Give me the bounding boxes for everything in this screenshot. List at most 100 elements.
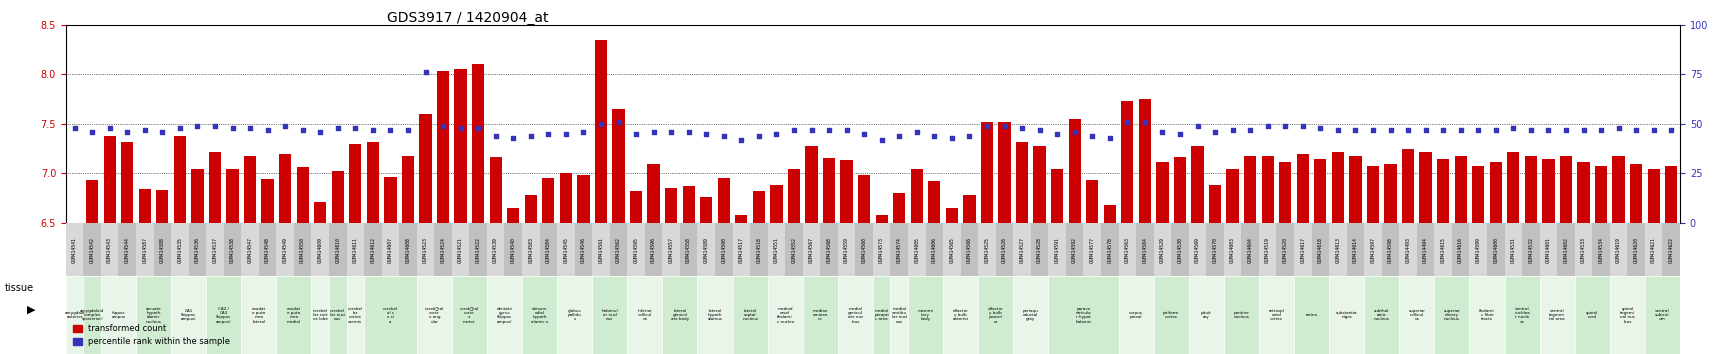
Bar	[662, 276, 698, 354]
Bar	[681, 223, 698, 276]
Point	[1587, 127, 1614, 133]
Text: GSM414612: GSM414612	[371, 236, 376, 263]
Point	[1377, 127, 1405, 133]
Bar	[1259, 223, 1276, 276]
Text: substantia
nigra: substantia nigra	[1335, 311, 1358, 319]
Point	[885, 133, 913, 139]
Text: GSM414520: GSM414520	[1283, 236, 1289, 263]
Point	[1623, 127, 1651, 133]
Text: GSM414598: GSM414598	[1387, 236, 1393, 263]
Point	[1569, 127, 1597, 133]
Bar	[894, 193, 906, 223]
Text: arcuate
hypoth
alamic
nucleus: arcuate hypoth alamic nucleus	[145, 307, 161, 324]
Point	[1060, 129, 1088, 135]
Bar	[979, 223, 996, 276]
Point	[289, 127, 317, 133]
Text: piriform
cortex: piriform cortex	[1162, 311, 1179, 319]
Bar	[402, 156, 414, 223]
Bar	[1154, 223, 1171, 276]
Point	[798, 127, 826, 133]
Bar	[1420, 152, 1432, 223]
Bar	[137, 276, 171, 354]
Text: GSM414526: GSM414526	[1003, 236, 1006, 263]
Bar	[1645, 223, 1663, 276]
Text: GSM414611: GSM414611	[353, 236, 359, 263]
Text: cerebel
lar cort
ex lobe: cerebel lar cort ex lobe	[313, 309, 327, 321]
Bar	[613, 109, 625, 223]
Text: caudat
e puta
men
lateral: caudat e puta men lateral	[251, 307, 267, 324]
Text: spinal
trigemi
nal nuc
leus: spinal trigemi nal nuc leus	[1619, 307, 1635, 324]
Bar	[1294, 223, 1311, 276]
Bar	[244, 156, 256, 223]
Point	[570, 129, 598, 135]
Text: GSM414587: GSM414587	[142, 236, 147, 263]
Text: GSM414562: GSM414562	[617, 236, 622, 263]
Bar	[1225, 276, 1259, 354]
Text: GSM414531: GSM414531	[1510, 236, 1516, 263]
Text: GSM414494: GSM414494	[1424, 236, 1429, 263]
Bar	[1154, 276, 1188, 354]
Point	[324, 125, 352, 131]
Bar	[1347, 223, 1365, 276]
Bar	[1540, 276, 1574, 354]
Text: mediod
orsal
thalami
c nucleu: mediod orsal thalami c nucleu	[776, 307, 793, 324]
Text: GSM414519: GSM414519	[1264, 236, 1270, 263]
Bar	[1192, 146, 1204, 223]
Text: cerebel
lar nuci
eus: cerebel lar nuci eus	[331, 309, 345, 321]
Text: thalami
c fiber
tracts: thalami c fiber tracts	[1479, 309, 1495, 321]
Bar	[296, 166, 308, 223]
Bar	[821, 223, 838, 276]
Bar	[156, 190, 168, 223]
Text: GSM414621: GSM414621	[1651, 236, 1656, 263]
Bar	[1261, 156, 1273, 223]
Point	[920, 133, 947, 139]
Bar	[1522, 223, 1540, 276]
Point	[376, 127, 404, 133]
Point	[1446, 127, 1474, 133]
Bar	[1013, 276, 1048, 354]
Bar	[1315, 159, 1327, 223]
Bar	[277, 276, 312, 354]
Text: inferior
collicul
us: inferior collicul us	[637, 309, 653, 321]
Text: GSM414534: GSM414534	[1599, 236, 1604, 263]
Bar	[1647, 169, 1659, 223]
Bar	[840, 160, 852, 223]
Bar	[1048, 223, 1065, 276]
Point	[816, 127, 843, 133]
Bar	[785, 223, 802, 276]
Bar	[1574, 223, 1592, 276]
Bar	[644, 223, 662, 276]
Bar	[1541, 159, 1555, 223]
Bar	[1138, 99, 1152, 223]
Bar	[398, 223, 417, 276]
Point	[78, 129, 106, 135]
Bar	[121, 142, 133, 223]
Bar	[1557, 223, 1574, 276]
Text: superior
olivary
nucleus: superior olivary nucleus	[1443, 309, 1460, 321]
Text: GSM414557: GSM414557	[669, 236, 674, 263]
Bar	[417, 276, 452, 354]
Bar	[1469, 276, 1505, 354]
Text: caudat
e puta
men
medial: caudat e puta men medial	[288, 307, 301, 324]
Point	[675, 129, 703, 135]
Point	[184, 123, 211, 129]
Bar	[1399, 276, 1434, 354]
Point	[622, 131, 650, 137]
Bar	[191, 170, 204, 223]
Point	[902, 129, 930, 135]
Bar	[717, 178, 729, 223]
Text: medial
vestibu
lar nucl
eus: medial vestibu lar nucl eus	[892, 307, 908, 324]
Bar	[504, 223, 521, 276]
Bar	[1540, 223, 1557, 276]
Text: GSM414617: GSM414617	[1301, 236, 1306, 263]
Bar	[1328, 276, 1365, 354]
Bar	[507, 208, 520, 223]
Text: GSM414535: GSM414535	[177, 236, 182, 263]
Point	[762, 131, 790, 137]
Point	[1658, 127, 1685, 133]
Text: olfactor
y bulb
anterior: olfactor y bulb anterior	[953, 309, 968, 321]
Point	[1464, 127, 1491, 133]
Bar	[715, 223, 733, 276]
Text: habenul
ar nucl
eus: habenul ar nucl eus	[601, 309, 618, 321]
Bar	[1367, 166, 1379, 223]
